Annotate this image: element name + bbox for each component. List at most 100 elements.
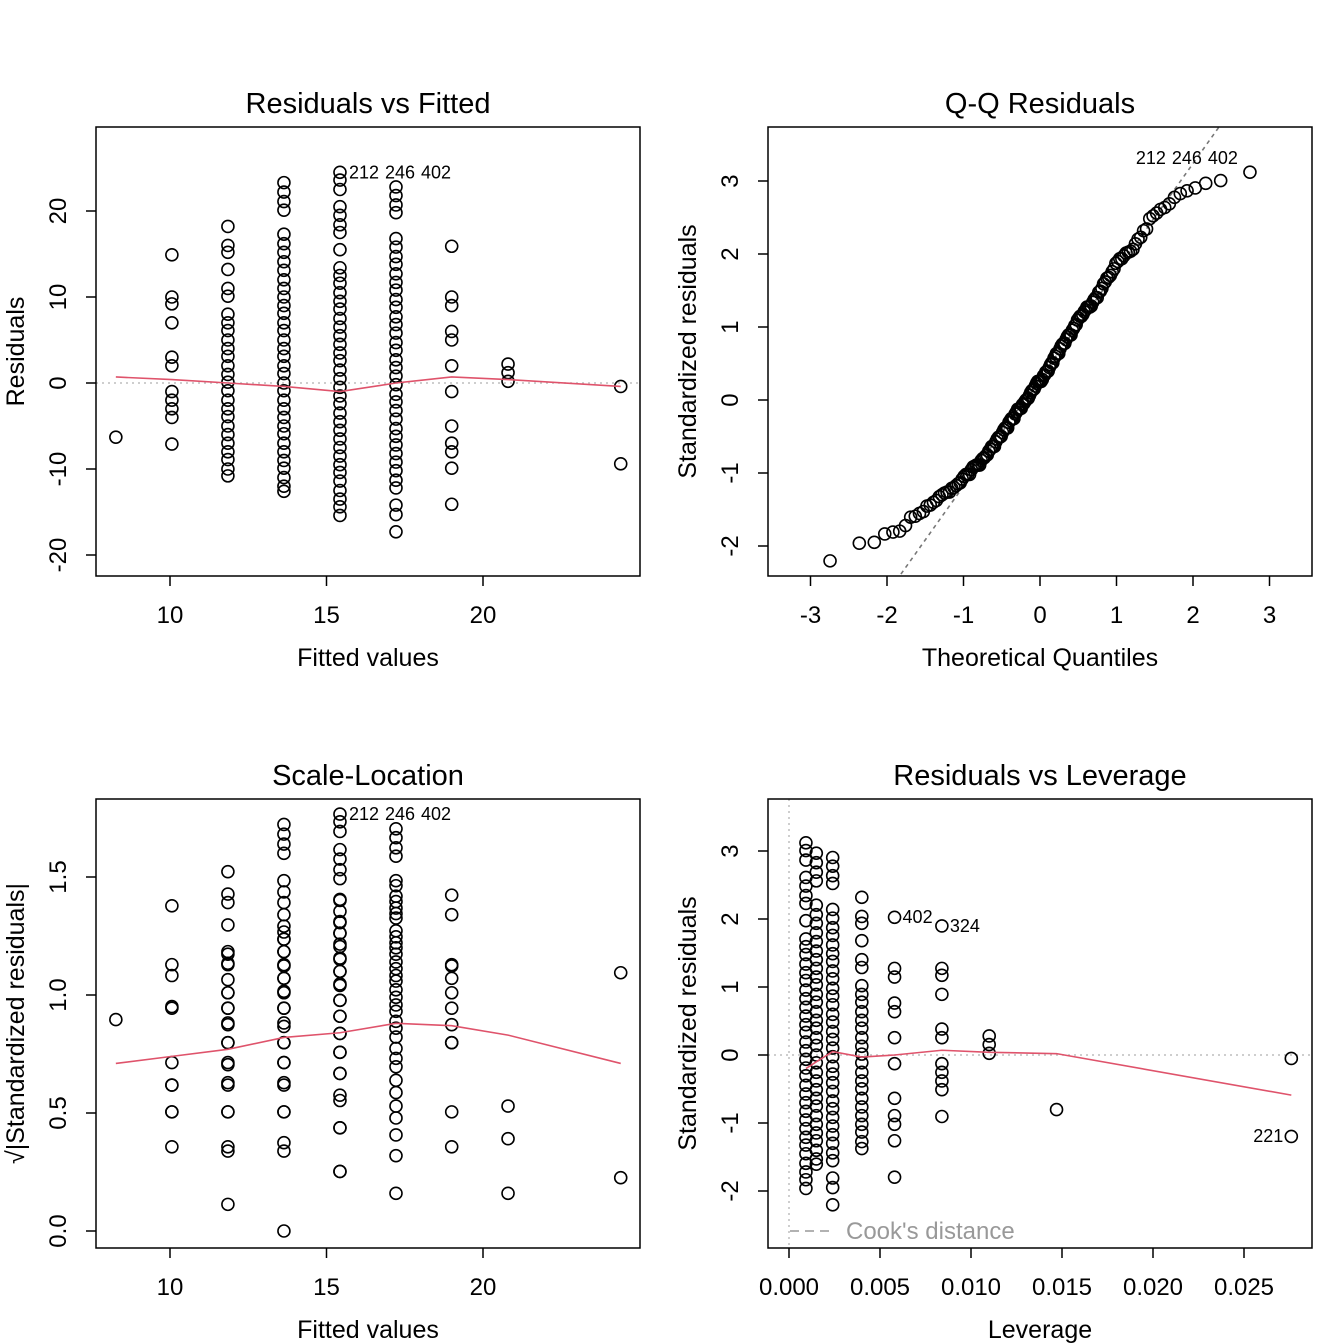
data-point [221,1144,235,1158]
data-point [333,483,347,498]
data-point [333,311,347,326]
data-point [854,1065,869,1080]
data-point [935,1082,949,1097]
data-point [799,879,813,893]
data-point [333,871,347,886]
data-point [799,1156,813,1171]
data-point [389,438,403,452]
data-point [389,463,403,478]
data-point [887,996,902,1010]
point-label: 246 [385,162,415,182]
data-point [389,283,403,297]
data-point [221,419,235,433]
data-point [389,481,403,495]
data-point [221,289,235,303]
data-point [389,473,403,487]
data-point [825,911,840,925]
data-point [277,1144,291,1158]
data-point [444,959,459,973]
data-point [221,444,235,459]
data-point [854,916,869,931]
data-point [389,968,403,983]
y-tick-label: 0 [717,393,744,406]
data-point [277,1035,291,1050]
x-tick-label: 0.000 [759,1274,819,1301]
x-tick-label: 0.015 [1032,1274,1092,1301]
data-point [854,960,869,975]
data-point [389,498,403,512]
legend-cooks-distance: Cook's distance [846,1218,1015,1245]
data-point [389,421,403,436]
data-point [333,904,347,919]
data-point [823,554,837,568]
data-point [389,257,403,272]
data-point [887,1108,902,1123]
panel-2: Q-Q Residuals Theoretical Quantiles Standa… [674,88,1313,672]
data-point [333,337,347,352]
data-point [389,1099,403,1113]
data-point [444,290,459,304]
data-point [444,444,459,459]
data-point [854,1013,869,1028]
data-point [825,1180,840,1195]
data-point [935,1065,949,1080]
y-tick-label: 1.5 [45,860,72,893]
data-point [277,175,291,190]
data-point [799,913,813,928]
data-point [799,957,813,971]
data-point [389,180,403,194]
point-label: 246 [1172,148,1202,168]
data-point [277,401,291,416]
data-point [1198,176,1213,191]
data-point [221,367,235,382]
data-point [854,995,869,1009]
data-point [1284,1051,1299,1066]
data-point [444,888,459,902]
data-point [887,910,902,925]
x-axis-label: Fitted values [297,1316,439,1344]
data-point [825,1067,840,1081]
data-point [333,964,347,979]
data-point [333,260,347,275]
data-point [825,1110,840,1125]
data-point [389,446,403,461]
data-point [854,933,869,948]
data-point [333,346,347,360]
data-point [444,436,459,451]
data-point [333,294,347,309]
data-point [825,1075,840,1090]
data-point [333,807,347,821]
data-point [444,907,459,922]
data-point [1213,173,1228,188]
point-label: 324 [950,916,980,936]
data-point [221,219,235,234]
data-point [221,918,235,932]
data-point [333,474,347,488]
data-point [389,275,403,290]
data-point [221,864,235,879]
data-point [799,1061,813,1075]
x-axis-label: Leverage [988,1316,1092,1344]
data-point [935,919,949,933]
data-point [277,194,291,209]
panel-title: Residuals vs Leverage [893,760,1186,792]
data-point [221,238,235,253]
data-point [854,1117,869,1132]
data-point [333,465,347,480]
data-point [444,333,459,347]
point-label: 402 [903,907,933,927]
data-point [165,248,179,262]
data-point [389,387,403,401]
data-point [887,1170,902,1184]
y-tick-label: 20 [45,198,72,225]
data-point [277,827,291,841]
data-point [887,1056,902,1071]
data-point [389,266,403,281]
y-tick-label: -1 [717,1112,744,1133]
data-point [982,1046,997,1061]
data-point [825,1127,840,1142]
data-point [809,916,824,931]
data-point [501,357,515,371]
data-point [165,384,179,399]
data-point [165,1055,179,1070]
